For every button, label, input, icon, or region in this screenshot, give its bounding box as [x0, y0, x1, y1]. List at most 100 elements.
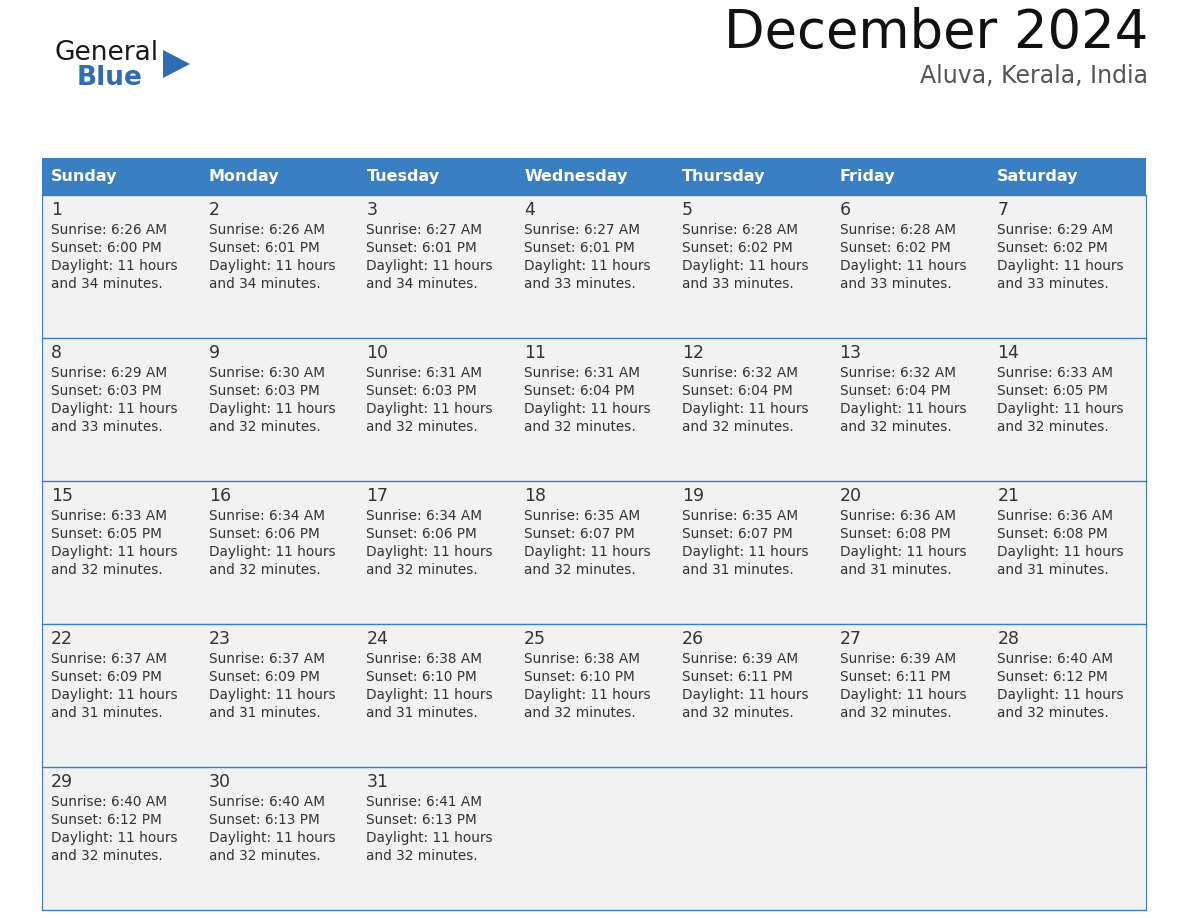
Text: and 32 minutes.: and 32 minutes.	[997, 706, 1110, 720]
Bar	[672, 338, 830, 481]
Text: Sunday: Sunday	[51, 169, 118, 184]
Bar	[516, 481, 672, 624]
Text: Daylight: 11 hours: Daylight: 11 hours	[524, 688, 651, 702]
Text: Sunrise: 6:26 AM: Sunrise: 6:26 AM	[51, 223, 168, 237]
Text: Daylight: 11 hours: Daylight: 11 hours	[524, 259, 651, 273]
Text: and 32 minutes.: and 32 minutes.	[366, 420, 479, 434]
Text: Daylight: 11 hours: Daylight: 11 hours	[209, 545, 335, 559]
Bar	[358, 767, 516, 910]
Text: Sunset: 6:10 PM: Sunset: 6:10 PM	[366, 670, 478, 684]
Text: 13: 13	[840, 344, 861, 362]
Text: Daylight: 11 hours: Daylight: 11 hours	[840, 545, 966, 559]
Text: and 32 minutes.: and 32 minutes.	[682, 420, 794, 434]
Text: Sunset: 6:02 PM: Sunset: 6:02 PM	[997, 241, 1108, 255]
Text: Daylight: 11 hours: Daylight: 11 hours	[524, 545, 651, 559]
Text: and 32 minutes.: and 32 minutes.	[524, 563, 636, 577]
Text: Sunrise: 6:27 AM: Sunrise: 6:27 AM	[524, 223, 640, 237]
Text: Sunset: 6:11 PM: Sunset: 6:11 PM	[682, 670, 792, 684]
Bar	[358, 195, 516, 338]
Text: 30: 30	[209, 773, 230, 791]
Bar	[358, 481, 516, 624]
Bar	[200, 624, 358, 767]
Text: Sunset: 6:07 PM: Sunset: 6:07 PM	[524, 527, 634, 541]
Text: 2: 2	[209, 201, 220, 219]
Bar	[672, 767, 830, 910]
Text: Sunrise: 6:35 AM: Sunrise: 6:35 AM	[682, 509, 798, 523]
Bar	[830, 767, 988, 910]
Bar	[200, 158, 358, 195]
Bar	[988, 158, 1146, 195]
Text: Sunset: 6:06 PM: Sunset: 6:06 PM	[209, 527, 320, 541]
Text: Sunrise: 6:29 AM: Sunrise: 6:29 AM	[51, 366, 168, 380]
Text: Daylight: 11 hours: Daylight: 11 hours	[209, 402, 335, 416]
Text: 22: 22	[51, 630, 72, 648]
Text: 20: 20	[840, 487, 861, 505]
Text: Daylight: 11 hours: Daylight: 11 hours	[366, 259, 493, 273]
Text: Sunrise: 6:32 AM: Sunrise: 6:32 AM	[682, 366, 798, 380]
Bar	[672, 195, 830, 338]
Text: and 32 minutes.: and 32 minutes.	[997, 420, 1110, 434]
Text: Sunrise: 6:29 AM: Sunrise: 6:29 AM	[997, 223, 1113, 237]
Text: 5: 5	[682, 201, 693, 219]
Text: Sunset: 6:01 PM: Sunset: 6:01 PM	[209, 241, 320, 255]
Bar	[516, 767, 672, 910]
Bar	[672, 481, 830, 624]
Text: 23: 23	[209, 630, 230, 648]
Bar	[42, 481, 200, 624]
Text: Sunrise: 6:39 AM: Sunrise: 6:39 AM	[840, 652, 955, 666]
Text: and 31 minutes.: and 31 minutes.	[366, 706, 479, 720]
Text: Sunrise: 6:37 AM: Sunrise: 6:37 AM	[209, 652, 324, 666]
Text: 9: 9	[209, 344, 220, 362]
Text: Daylight: 11 hours: Daylight: 11 hours	[997, 545, 1124, 559]
Text: Sunset: 6:08 PM: Sunset: 6:08 PM	[997, 527, 1108, 541]
Text: and 32 minutes.: and 32 minutes.	[209, 849, 321, 863]
Text: Sunrise: 6:38 AM: Sunrise: 6:38 AM	[366, 652, 482, 666]
Text: Daylight: 11 hours: Daylight: 11 hours	[366, 402, 493, 416]
Text: 24: 24	[366, 630, 388, 648]
Text: Sunset: 6:12 PM: Sunset: 6:12 PM	[997, 670, 1108, 684]
Bar	[988, 767, 1146, 910]
Text: Saturday: Saturday	[997, 169, 1079, 184]
Bar	[200, 338, 358, 481]
Text: 25: 25	[524, 630, 546, 648]
Bar	[358, 624, 516, 767]
Text: Monday: Monday	[209, 169, 279, 184]
Text: Sunrise: 6:28 AM: Sunrise: 6:28 AM	[840, 223, 955, 237]
Bar	[42, 767, 200, 910]
Text: General: General	[55, 40, 159, 66]
Text: Sunrise: 6:28 AM: Sunrise: 6:28 AM	[682, 223, 798, 237]
Text: 1: 1	[51, 201, 62, 219]
Text: Sunset: 6:04 PM: Sunset: 6:04 PM	[682, 384, 792, 398]
Text: Daylight: 11 hours: Daylight: 11 hours	[682, 688, 809, 702]
Bar	[42, 338, 200, 481]
Text: Wednesday: Wednesday	[524, 169, 627, 184]
Text: 11: 11	[524, 344, 546, 362]
Text: 7: 7	[997, 201, 1009, 219]
Text: and 31 minutes.: and 31 minutes.	[997, 563, 1110, 577]
Text: Aluva, Kerala, India: Aluva, Kerala, India	[920, 64, 1148, 88]
Text: and 33 minutes.: and 33 minutes.	[997, 277, 1110, 291]
Text: Sunrise: 6:37 AM: Sunrise: 6:37 AM	[51, 652, 168, 666]
Bar	[830, 338, 988, 481]
Text: Daylight: 11 hours: Daylight: 11 hours	[209, 259, 335, 273]
Bar	[200, 195, 358, 338]
Text: Daylight: 11 hours: Daylight: 11 hours	[682, 259, 809, 273]
Text: Sunset: 6:09 PM: Sunset: 6:09 PM	[209, 670, 320, 684]
Text: 18: 18	[524, 487, 546, 505]
Text: Sunset: 6:01 PM: Sunset: 6:01 PM	[524, 241, 634, 255]
Text: Sunset: 6:04 PM: Sunset: 6:04 PM	[840, 384, 950, 398]
Polygon shape	[163, 50, 190, 78]
Text: Sunset: 6:03 PM: Sunset: 6:03 PM	[209, 384, 320, 398]
Text: Daylight: 11 hours: Daylight: 11 hours	[997, 259, 1124, 273]
Text: Daylight: 11 hours: Daylight: 11 hours	[51, 831, 178, 845]
Text: 14: 14	[997, 344, 1019, 362]
Text: Daylight: 11 hours: Daylight: 11 hours	[840, 688, 966, 702]
Text: and 32 minutes.: and 32 minutes.	[366, 563, 479, 577]
Text: and 32 minutes.: and 32 minutes.	[682, 706, 794, 720]
Text: Daylight: 11 hours: Daylight: 11 hours	[682, 402, 809, 416]
Text: Sunrise: 6:40 AM: Sunrise: 6:40 AM	[51, 795, 168, 809]
Text: 3: 3	[366, 201, 378, 219]
Text: Sunrise: 6:27 AM: Sunrise: 6:27 AM	[366, 223, 482, 237]
Text: and 34 minutes.: and 34 minutes.	[51, 277, 163, 291]
Text: Daylight: 11 hours: Daylight: 11 hours	[51, 545, 178, 559]
